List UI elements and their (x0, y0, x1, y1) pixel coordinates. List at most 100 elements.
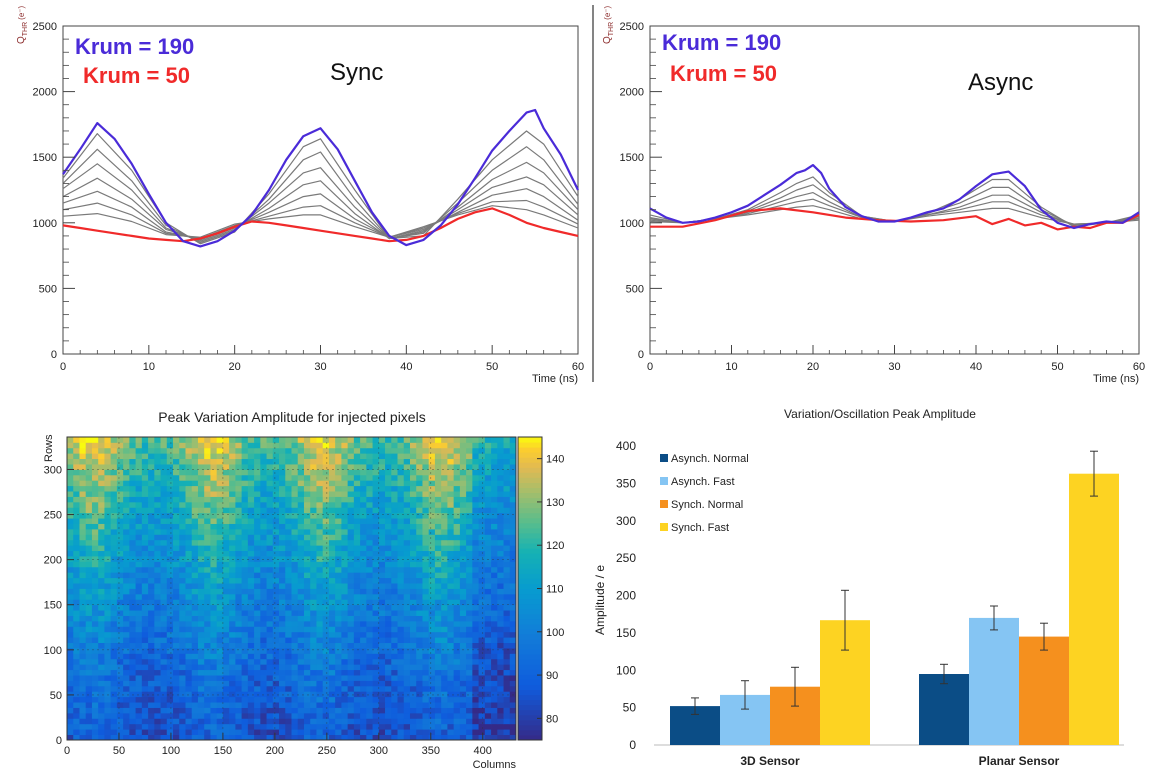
heatmap-cell (322, 458, 330, 465)
heatmap-cell (210, 583, 218, 589)
heatmap-cell (104, 458, 112, 465)
heatmap-cell (210, 534, 218, 541)
heatmap-cell (110, 550, 118, 557)
heatmap-cell (310, 545, 317, 552)
heatmap-cell (484, 458, 492, 465)
heatmap-cell (341, 642, 349, 649)
heatmap-cell (285, 642, 292, 649)
heatmap-cell (403, 729, 411, 735)
heatmap-cell (509, 512, 517, 519)
heatmap-cell (347, 664, 355, 671)
heatmap-cell (353, 664, 361, 671)
heatmap-cell (279, 680, 286, 687)
heatmap-cell (434, 669, 442, 676)
heatmap-cell (79, 447, 87, 454)
heatmap-cell (428, 718, 436, 725)
heatmap-cell (391, 501, 398, 508)
heatmap-cell (322, 642, 330, 649)
heatmap-cell (422, 702, 430, 708)
heatmap-cell (403, 664, 411, 671)
heatmap-cell (397, 637, 405, 644)
heatmap-cell (297, 631, 305, 638)
heatmap-cell (222, 496, 230, 503)
heatmap-cell (73, 491, 80, 497)
heatmap-cell (422, 507, 430, 514)
heatmap-cell (160, 669, 168, 676)
heatmap-cell (453, 631, 461, 638)
heatmap-cell (378, 707, 386, 714)
heatmap-cell (403, 528, 411, 535)
heatmap-cell (372, 480, 380, 487)
heatmap-cell (484, 501, 492, 508)
heatmap-cell (129, 491, 136, 497)
heatmap-cell (453, 583, 461, 589)
heatmap-cell (73, 620, 80, 627)
heatmap-cell (210, 658, 218, 665)
heatmap-cell (310, 675, 317, 681)
heatmap-cell (191, 718, 199, 725)
heatmap-cell (260, 723, 267, 730)
heatmap-cell (403, 485, 411, 492)
x-tick-label: 40 (400, 361, 412, 373)
heatmap-cell (491, 729, 498, 735)
heatmap-cell (303, 637, 311, 644)
heatmap-cell (347, 447, 355, 454)
heatmap-cell (98, 642, 105, 649)
heatmap-cell (148, 685, 155, 692)
heatmap-cell (385, 615, 392, 622)
heatmap-cell (216, 669, 224, 676)
heatmap-cell (503, 610, 511, 616)
heatmap-cell (509, 437, 517, 443)
heatmap-cell (204, 664, 211, 671)
heatmap-cell (497, 642, 504, 649)
heatmap-cell (197, 696, 205, 703)
heatmap-cell (303, 729, 311, 735)
heatmap-cell (285, 685, 292, 692)
heatmap-cell (416, 583, 423, 589)
heatmap-cell (197, 718, 205, 725)
heatmap-cell (85, 604, 93, 611)
heatmap-cell (154, 566, 161, 573)
heatmap-cell (366, 447, 373, 454)
heatmap-cell (260, 610, 267, 616)
heatmap-cell (416, 556, 423, 562)
heatmap-cell (397, 577, 405, 584)
heatmap-cell (266, 685, 274, 692)
heatmap-cell (279, 496, 286, 503)
heatmap-cell (191, 447, 199, 454)
series-line-krum-50 (650, 207, 1140, 231)
heatmap-cell (191, 539, 199, 546)
heatmap-cell (509, 534, 517, 541)
heatmap-cell (210, 620, 218, 627)
heatmap-cell (185, 675, 193, 681)
heatmap-cell (216, 534, 224, 541)
heatmap-cell (441, 620, 448, 627)
heatmap-cell (491, 583, 498, 589)
heatmap-cell (266, 507, 274, 514)
heatmap-cell (291, 583, 299, 589)
heatmap-cell (297, 680, 305, 687)
heatmap-cell (222, 648, 230, 654)
heatmap-cell (497, 453, 504, 460)
heatmap-cell (104, 685, 112, 692)
heatmap-cell (204, 550, 211, 557)
heatmap-cell (235, 561, 243, 568)
y-tick-label: 2500 (33, 21, 57, 33)
heatmap-cell (491, 669, 498, 676)
heatmap-cell (179, 480, 186, 487)
heatmap-cell (409, 550, 417, 557)
colorbar-segment (518, 654, 542, 660)
heatmap-cell (85, 588, 93, 595)
heatmap-cell (272, 637, 280, 644)
heatmap-cell (235, 631, 243, 638)
heatmap-cell (353, 696, 361, 703)
heatmap-cell (416, 615, 423, 622)
x-tick-label: 60 (1133, 361, 1145, 373)
heatmap-cell (466, 453, 473, 460)
heatmap-cell (391, 588, 398, 595)
heatmap-cell (123, 437, 130, 443)
heatmap-cell (73, 583, 80, 589)
heatmap-cell (185, 637, 193, 644)
heatmap-cell (322, 610, 330, 616)
heatmap-cell (322, 718, 330, 725)
